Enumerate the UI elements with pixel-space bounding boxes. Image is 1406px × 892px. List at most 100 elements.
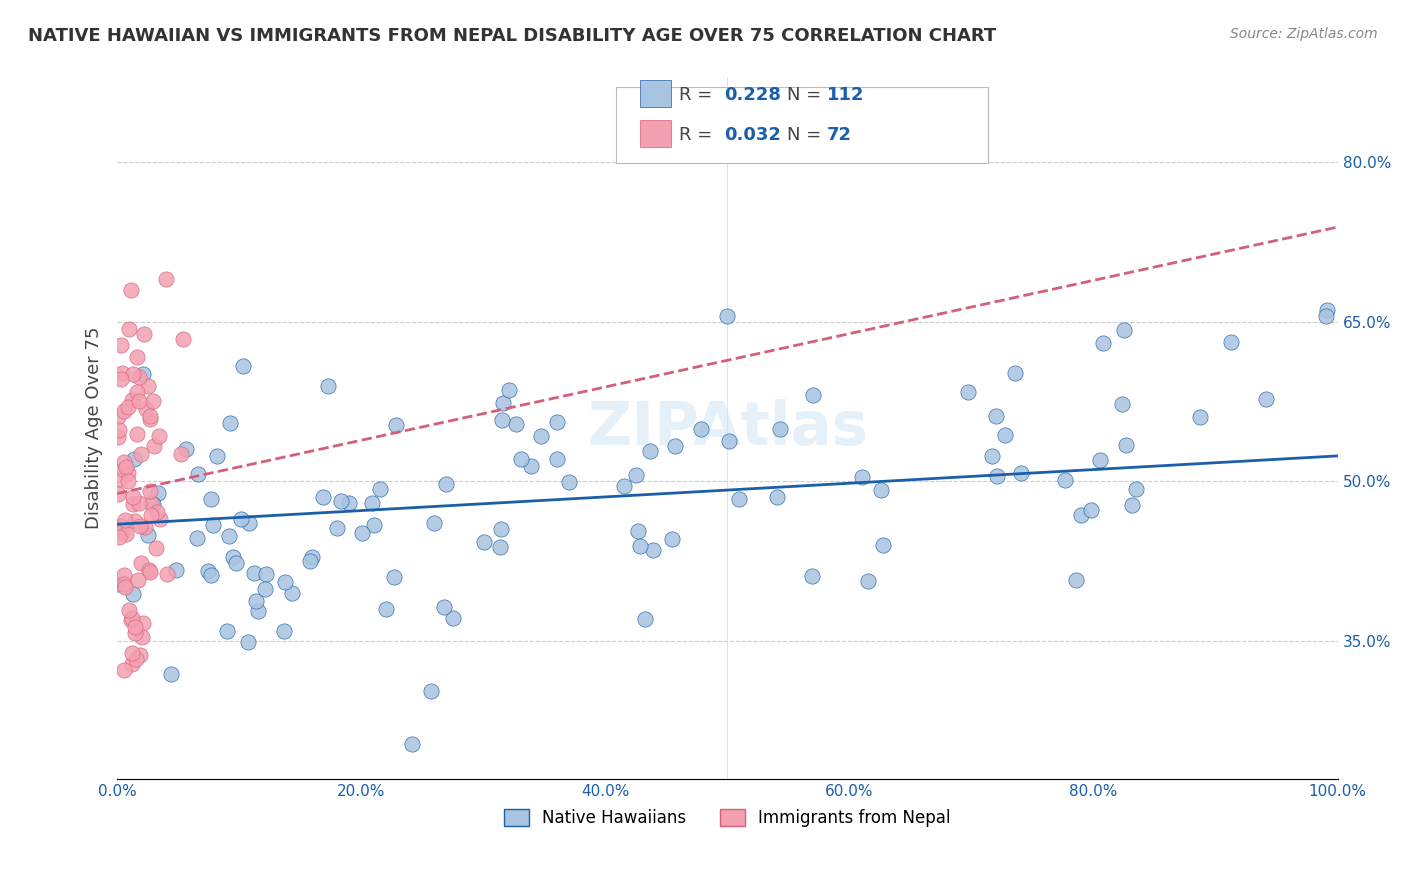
Point — [994, 428, 1017, 442]
Point — [120, 613, 142, 627]
Point — [856, 574, 879, 588]
Point — [280, 586, 302, 600]
Point — [217, 624, 239, 638]
Point — [110, 366, 132, 380]
Point — [1111, 396, 1133, 410]
Point — [139, 508, 162, 523]
Point — [120, 283, 142, 297]
Point — [1125, 482, 1147, 496]
Point — [1064, 573, 1087, 587]
Point — [245, 594, 267, 608]
Y-axis label: Disability Age Over 75: Disability Age Over 75 — [86, 327, 103, 530]
Point — [139, 409, 162, 423]
Point — [718, 434, 741, 449]
Point — [326, 521, 349, 535]
Point — [956, 384, 979, 399]
Point — [131, 630, 153, 644]
Point — [385, 417, 408, 432]
Point — [124, 625, 146, 640]
Text: 0.228: 0.228 — [724, 86, 782, 103]
Point — [122, 452, 145, 467]
Point — [134, 326, 156, 341]
Point — [984, 409, 1007, 424]
Point — [1080, 503, 1102, 517]
Point — [801, 388, 824, 402]
Point — [107, 430, 129, 444]
Point — [156, 567, 179, 582]
Point — [312, 491, 335, 505]
Point — [128, 496, 150, 510]
Point — [110, 338, 132, 352]
Point — [142, 393, 165, 408]
Text: ZIPAtlas: ZIPAtlas — [586, 399, 868, 458]
Point — [115, 526, 138, 541]
Point — [125, 350, 148, 364]
Point — [205, 449, 228, 463]
Point — [981, 449, 1004, 463]
Point — [316, 378, 339, 392]
Point — [121, 657, 143, 671]
Point — [200, 491, 222, 506]
Point — [851, 470, 873, 484]
Point — [139, 483, 162, 498]
Text: R =: R = — [679, 126, 718, 144]
Point — [129, 556, 152, 570]
Point — [118, 603, 141, 617]
Point — [127, 385, 149, 400]
Point — [108, 473, 131, 487]
Point — [128, 394, 150, 409]
Point — [1004, 366, 1026, 380]
Point — [986, 469, 1008, 483]
Text: 72: 72 — [827, 126, 852, 144]
Point — [118, 322, 141, 336]
Point — [613, 479, 636, 493]
Point — [1121, 498, 1143, 512]
Point — [155, 272, 177, 286]
Point — [634, 612, 657, 626]
Point — [218, 529, 240, 543]
Point — [219, 416, 242, 430]
Point — [112, 455, 135, 469]
Point — [121, 393, 143, 408]
Point — [1316, 302, 1339, 317]
Point — [138, 565, 160, 579]
Legend: Native Hawaiians, Immigrants from Nepal: Native Hawaiians, Immigrants from Nepal — [498, 802, 957, 834]
Point — [509, 452, 531, 467]
Text: 0.032: 0.032 — [724, 126, 780, 144]
Point — [143, 439, 166, 453]
Point — [530, 428, 553, 442]
Point — [505, 417, 527, 432]
Point — [557, 475, 579, 489]
Point — [136, 528, 159, 542]
Point — [132, 368, 155, 382]
Point — [165, 563, 187, 577]
Point — [148, 429, 170, 443]
Point — [174, 442, 197, 457]
Point — [350, 526, 373, 541]
Point — [125, 652, 148, 666]
Point — [766, 490, 789, 504]
Text: N =: N = — [787, 126, 827, 144]
Point — [148, 485, 170, 500]
Point — [129, 447, 152, 461]
Point — [423, 516, 446, 531]
Point — [253, 582, 276, 597]
Point — [363, 518, 385, 533]
Point — [236, 635, 259, 649]
Point — [142, 497, 165, 511]
Point — [630, 539, 652, 553]
Point — [117, 475, 139, 489]
Point — [727, 492, 749, 507]
Point — [112, 462, 135, 476]
Point — [626, 524, 648, 539]
Point — [273, 624, 295, 638]
Point — [139, 411, 162, 425]
Point — [419, 683, 441, 698]
Point — [117, 466, 139, 480]
Point — [375, 602, 398, 616]
Point — [232, 359, 254, 373]
Point — [146, 505, 169, 519]
Point — [172, 333, 194, 347]
Point — [474, 535, 496, 549]
Point — [491, 396, 513, 410]
